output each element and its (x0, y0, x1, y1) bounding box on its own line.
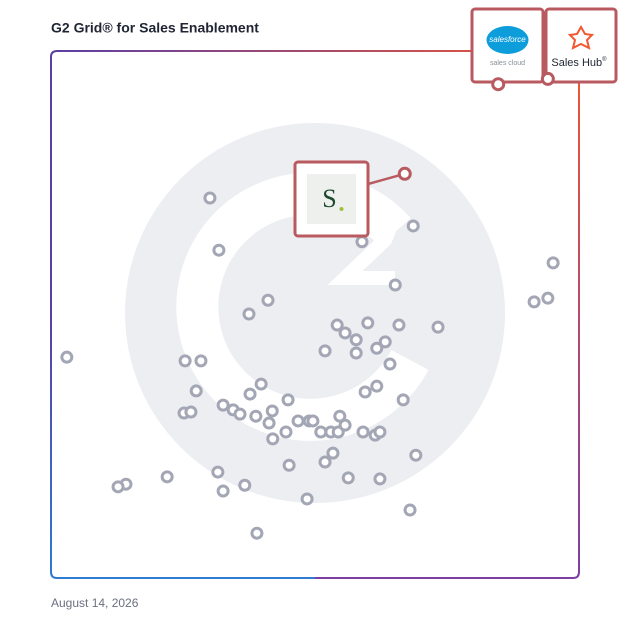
product-point (396, 393, 410, 407)
logo-icon (567, 24, 595, 50)
product-point (211, 465, 225, 479)
product-point (160, 470, 174, 484)
logo-bg (307, 174, 356, 224)
product-point (378, 335, 392, 349)
product-point (333, 409, 347, 423)
logo-text: S (322, 184, 336, 213)
product-point (355, 235, 369, 249)
featured-product: S (293, 160, 412, 238)
featured-product: salesforce sales cloud (470, 7, 545, 92)
logo-dot (339, 207, 344, 211)
product-point (216, 484, 230, 498)
chart-title: G2 Grid® for Sales Enablement (51, 20, 259, 36)
product-point (392, 318, 406, 332)
product-point (361, 316, 375, 330)
product-point (326, 446, 340, 460)
product-point (409, 448, 423, 462)
product-point (356, 425, 370, 439)
logo-box (544, 7, 618, 84)
product-point (341, 471, 355, 485)
product-point (60, 350, 74, 364)
product-point (262, 416, 276, 430)
product-point (300, 492, 314, 506)
product-point (250, 526, 264, 540)
product-point (373, 425, 387, 439)
featured-point (540, 71, 555, 86)
product-point (279, 425, 293, 439)
product-point (388, 278, 402, 292)
product-point (291, 414, 305, 428)
product-point (431, 320, 445, 334)
product-point (189, 384, 203, 398)
product-point (254, 377, 268, 391)
product-point (282, 458, 296, 472)
grid-border (315, 51, 580, 579)
product-point (306, 414, 320, 428)
logo-mark: ® (602, 56, 607, 63)
product-point (358, 385, 372, 399)
logo-cloud (486, 26, 529, 54)
product-point (338, 418, 352, 432)
product-point (330, 318, 344, 332)
product-point (349, 333, 363, 347)
product-point (266, 432, 280, 446)
product-point (212, 243, 226, 257)
grid-border (50, 50, 579, 316)
product-point (242, 307, 256, 321)
featured-point (397, 166, 412, 181)
product-point (243, 387, 257, 401)
product-point (216, 398, 230, 412)
product-point (403, 503, 417, 517)
product-point (203, 191, 217, 205)
product-point (349, 346, 363, 360)
product-point (370, 341, 384, 355)
product-point (370, 379, 384, 393)
logo-text: salesforce (489, 35, 526, 44)
product-point (383, 357, 397, 371)
product-point (261, 293, 275, 307)
product-point (527, 295, 541, 309)
product-point (318, 455, 332, 469)
logo-name: Sales Hub (551, 57, 602, 69)
logo-text: Sales Hub® (551, 56, 607, 69)
featured-product: Sales Hub® (540, 7, 618, 86)
product-point (184, 405, 198, 419)
product-point (111, 480, 125, 494)
product-point (233, 407, 247, 421)
product-point (249, 409, 263, 423)
featured-point (491, 77, 506, 92)
product-point (314, 425, 328, 439)
product-point (338, 326, 352, 340)
date-label: August 14, 2026 (51, 596, 139, 610)
grid-border (50, 316, 315, 579)
product-point (194, 354, 208, 368)
product-point (318, 344, 332, 358)
product-point (546, 256, 560, 270)
product-point (541, 291, 555, 305)
product-point (281, 393, 295, 407)
product-point (265, 404, 279, 418)
product-point (373, 472, 387, 486)
product-point (178, 354, 192, 368)
logo-caption: sales cloud (490, 60, 525, 67)
product-point (238, 478, 252, 492)
product-point (406, 219, 420, 233)
